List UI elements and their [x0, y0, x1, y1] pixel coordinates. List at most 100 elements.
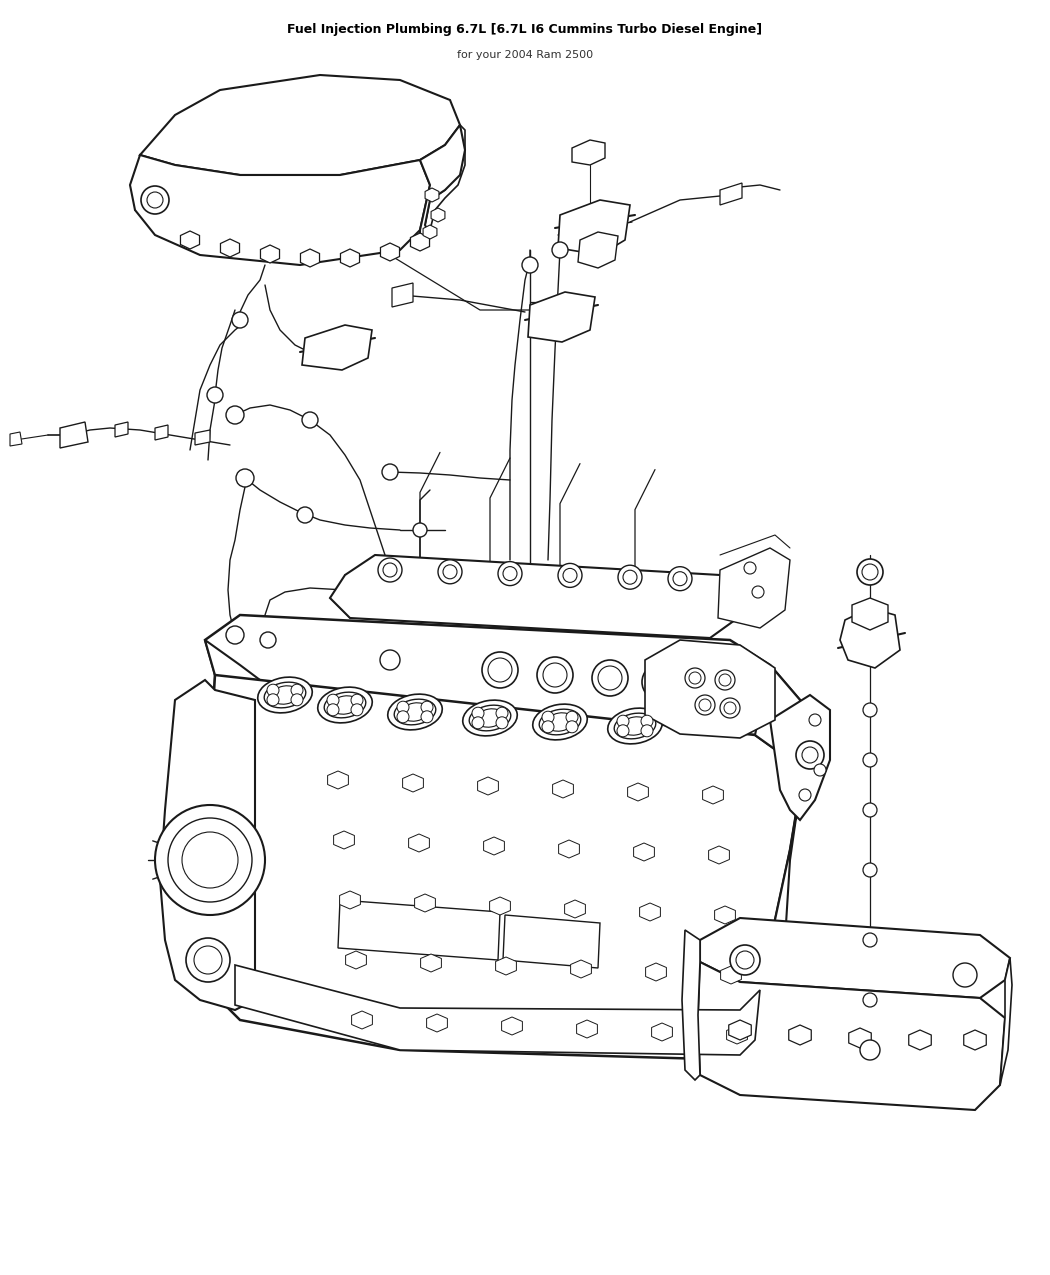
Text: for your 2004 Ram 2500: for your 2004 Ram 2500 — [457, 50, 593, 60]
Polygon shape — [432, 208, 445, 222]
Circle shape — [351, 694, 363, 706]
Circle shape — [413, 523, 427, 537]
Polygon shape — [727, 1026, 748, 1044]
Polygon shape — [60, 422, 88, 448]
Ellipse shape — [463, 700, 518, 736]
Polygon shape — [195, 640, 260, 1005]
Ellipse shape — [401, 703, 428, 722]
Ellipse shape — [394, 699, 436, 725]
Circle shape — [291, 685, 303, 696]
Circle shape — [724, 703, 736, 714]
Polygon shape — [715, 907, 735, 924]
Circle shape — [168, 819, 252, 901]
Ellipse shape — [271, 686, 299, 704]
Ellipse shape — [608, 708, 663, 743]
Circle shape — [953, 963, 976, 987]
Polygon shape — [484, 836, 504, 856]
Polygon shape — [720, 184, 742, 205]
Polygon shape — [848, 1028, 872, 1048]
Polygon shape — [572, 140, 605, 164]
Polygon shape — [140, 75, 460, 175]
Circle shape — [236, 469, 254, 487]
Polygon shape — [155, 425, 168, 440]
Polygon shape — [852, 598, 888, 630]
Polygon shape — [755, 666, 800, 1060]
Circle shape — [592, 660, 628, 696]
Polygon shape — [709, 847, 730, 864]
Polygon shape — [700, 918, 1010, 998]
Polygon shape — [964, 1030, 986, 1051]
Circle shape — [443, 565, 457, 579]
Circle shape — [598, 666, 622, 690]
Polygon shape — [559, 840, 580, 858]
Polygon shape — [908, 1030, 931, 1051]
Ellipse shape — [614, 713, 656, 738]
Circle shape — [382, 464, 398, 479]
Circle shape — [552, 242, 568, 258]
Ellipse shape — [532, 704, 587, 740]
Circle shape — [566, 720, 578, 733]
Circle shape — [668, 566, 692, 590]
Polygon shape — [718, 548, 790, 629]
Circle shape — [623, 570, 637, 584]
Circle shape — [699, 699, 711, 711]
Polygon shape — [478, 776, 499, 796]
Circle shape — [397, 701, 410, 713]
Polygon shape — [425, 187, 439, 201]
Polygon shape — [421, 954, 441, 972]
Circle shape — [689, 672, 701, 683]
Polygon shape — [302, 325, 372, 370]
Polygon shape — [339, 891, 360, 909]
Circle shape — [860, 1040, 880, 1060]
Circle shape — [186, 938, 230, 982]
Circle shape — [642, 664, 678, 700]
Circle shape — [752, 586, 764, 598]
Circle shape — [814, 764, 826, 776]
Circle shape — [617, 715, 629, 727]
Ellipse shape — [622, 717, 649, 736]
Polygon shape — [426, 1014, 447, 1031]
Polygon shape — [570, 960, 591, 978]
Circle shape — [226, 405, 244, 425]
Circle shape — [267, 694, 279, 706]
Polygon shape — [720, 966, 741, 984]
Circle shape — [182, 833, 238, 887]
Polygon shape — [334, 831, 355, 849]
Circle shape — [537, 657, 573, 694]
Polygon shape — [340, 249, 359, 266]
Circle shape — [421, 701, 433, 713]
Circle shape — [503, 566, 517, 580]
Ellipse shape — [318, 687, 373, 723]
Polygon shape — [392, 283, 413, 307]
Polygon shape — [181, 231, 200, 249]
Polygon shape — [702, 785, 723, 805]
Circle shape — [194, 946, 222, 974]
Polygon shape — [338, 900, 500, 960]
Polygon shape — [528, 292, 595, 342]
Circle shape — [719, 674, 731, 686]
Polygon shape — [578, 232, 618, 268]
Circle shape — [640, 724, 653, 737]
Circle shape — [267, 685, 279, 696]
Ellipse shape — [469, 705, 510, 731]
Polygon shape — [116, 422, 128, 437]
Ellipse shape — [331, 696, 359, 714]
Circle shape — [147, 193, 163, 208]
Polygon shape — [558, 200, 630, 255]
Circle shape — [291, 694, 303, 706]
Polygon shape — [130, 156, 430, 265]
Circle shape — [799, 789, 811, 801]
Polygon shape — [633, 843, 654, 861]
Circle shape — [488, 658, 512, 682]
Polygon shape — [330, 555, 740, 638]
Polygon shape — [496, 958, 517, 975]
Circle shape — [640, 715, 653, 727]
Polygon shape — [639, 903, 660, 921]
Polygon shape — [408, 834, 429, 852]
Polygon shape — [1000, 958, 1012, 1085]
Polygon shape — [328, 771, 349, 789]
Circle shape — [522, 258, 538, 273]
Polygon shape — [489, 898, 510, 915]
Ellipse shape — [476, 709, 504, 727]
Polygon shape — [652, 1023, 672, 1040]
